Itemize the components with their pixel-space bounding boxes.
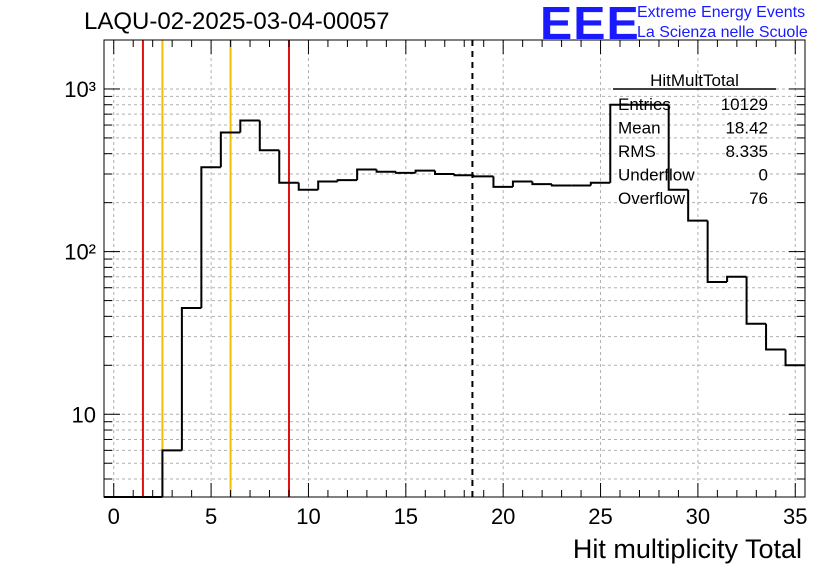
plot-frame	[103, 39, 806, 498]
histogram-bin	[297, 182, 319, 191]
y-tick-label: 10	[72, 402, 96, 427]
stats-row-value: 8.335	[725, 142, 768, 161]
logo-subtitle-line1: Extreme Energy Events	[637, 4, 806, 21]
stats-row-value: 10129	[721, 95, 768, 114]
y-axis: 10 10² 10³	[64, 39, 805, 480]
histogram-bin	[589, 181, 611, 186]
histogram-bin	[395, 171, 416, 174]
histogram-bin	[472, 175, 494, 178]
histogram-bin	[609, 103, 630, 183]
x-tick-label: 5	[205, 504, 217, 529]
histogram-bin	[180, 307, 202, 451]
histogram-bin	[336, 179, 358, 182]
x-axis-label: Hit multiplicity Total	[572, 534, 802, 564]
histogram-bin	[278, 150, 299, 184]
histogram-title: LAQU-02-2025-03-04-00057	[84, 8, 390, 35]
histogram-bin	[511, 180, 533, 187]
marker-lines	[141, 40, 474, 497]
histogram-bin	[414, 169, 436, 173]
stats-row-label: RMS	[618, 142, 656, 161]
histogram-bin	[219, 131, 241, 168]
x-tick-label: 35	[783, 504, 807, 529]
stats-row-label: Underflow	[618, 166, 695, 185]
logo-subtitle-line2: La Scienza nelle Scuole	[637, 24, 808, 41]
histogram-bin	[239, 119, 260, 133]
x-axis: 0 5 10 15 20 25 30 35	[108, 40, 808, 529]
x-tick-label: 25	[588, 504, 612, 529]
histogram-bin	[531, 181, 552, 186]
histogram-bin	[745, 276, 767, 325]
plot-frame-rect	[103, 39, 806, 498]
histogram-bin	[200, 166, 221, 309]
histogram-bin	[687, 189, 708, 222]
x-tick-label: 10	[296, 504, 320, 529]
stats-box: HitMultTotal Entries 10129 Mean 18.42 RMS 8.33…	[613, 71, 776, 208]
stats-row-value: 76	[749, 189, 768, 208]
histogram-bin	[726, 275, 747, 283]
histogram-bin	[765, 323, 786, 351]
stats-row-label: Entries	[618, 95, 671, 114]
histogram-bin	[317, 180, 338, 190]
grid-lines	[104, 39, 805, 497]
histogram-bin	[434, 170, 455, 176]
x-tick-label: 30	[686, 504, 710, 529]
histogram-bin	[706, 220, 728, 284]
histogram-bin	[667, 104, 689, 191]
x-tick-label: 15	[394, 504, 418, 529]
stats-row-label: Overflow	[618, 189, 686, 208]
histogram-bin	[784, 349, 805, 367]
histogram-bin	[356, 168, 377, 181]
histogram-bin	[550, 184, 572, 187]
eee-logo: EEE	[540, 0, 640, 49]
histogram-bin	[453, 174, 474, 177]
histogram-bin	[492, 176, 513, 188]
y-tick-label: 10²	[64, 240, 96, 265]
stats-row-value: 18.42	[725, 119, 768, 138]
histogram-bin	[161, 449, 182, 497]
stats-row-value: 0	[759, 166, 768, 185]
stats-title: HitMultTotal	[650, 71, 739, 90]
stats-row-label: Mean	[618, 119, 661, 138]
histogram-bin	[258, 120, 280, 152]
x-tick-label: 0	[108, 504, 120, 529]
histogram-bin	[375, 169, 397, 173]
y-tick-label: 10³	[64, 77, 96, 102]
x-tick-label: 20	[491, 504, 515, 529]
